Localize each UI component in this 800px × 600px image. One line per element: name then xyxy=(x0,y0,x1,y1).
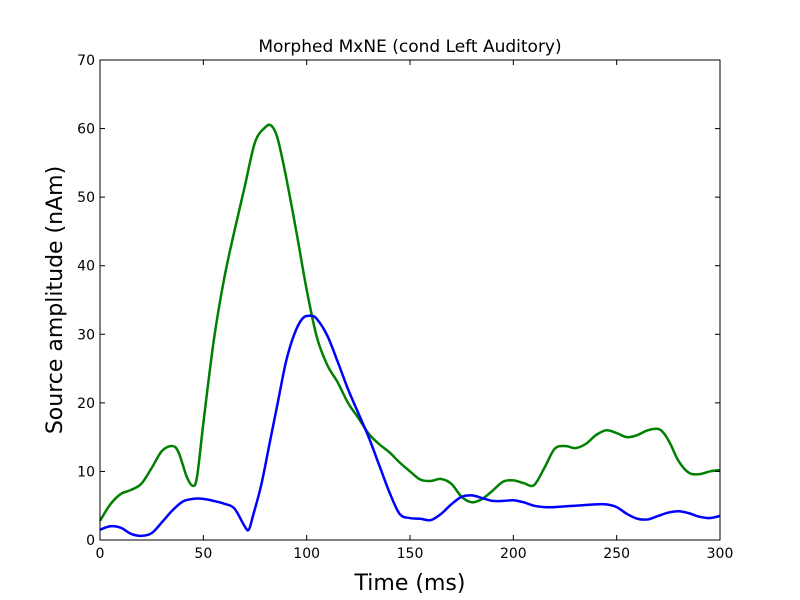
x-tick-label: 250 xyxy=(603,546,630,562)
y-tick-label: 60 xyxy=(77,122,95,138)
y-tick-label: 50 xyxy=(77,190,95,206)
series-line-blue xyxy=(99,314,721,538)
y-tick-label: 70 xyxy=(77,53,95,69)
y-tick-label: 20 xyxy=(77,396,95,412)
plot-background xyxy=(100,60,720,540)
y-tick-label: 0 xyxy=(86,533,95,549)
x-tick-label: 200 xyxy=(500,546,527,562)
x-tick-label: 100 xyxy=(293,546,320,562)
y-axis-label: Source amplitude (nAm) xyxy=(43,166,68,434)
x-axis-label: Time (ms) xyxy=(354,571,466,596)
chart-title: Morphed MxNE (cond Left Auditory) xyxy=(258,37,561,57)
x-tick-label: 150 xyxy=(397,546,424,562)
y-tick-label: 40 xyxy=(77,259,95,275)
x-tick-label: 300 xyxy=(707,546,734,562)
plot-frame xyxy=(99,59,721,541)
series-line-green xyxy=(98,123,721,522)
y-tick-label: 10 xyxy=(77,464,95,480)
y-tick-label: 30 xyxy=(77,327,95,343)
ticks-layer: 0 50 100 150 200 250 300 0 10 20 30 40 50 60 70 xyxy=(77,53,733,562)
x-tick-label: 0 xyxy=(96,546,105,562)
series-layer xyxy=(98,123,721,538)
x-tick-label: 50 xyxy=(194,546,212,562)
